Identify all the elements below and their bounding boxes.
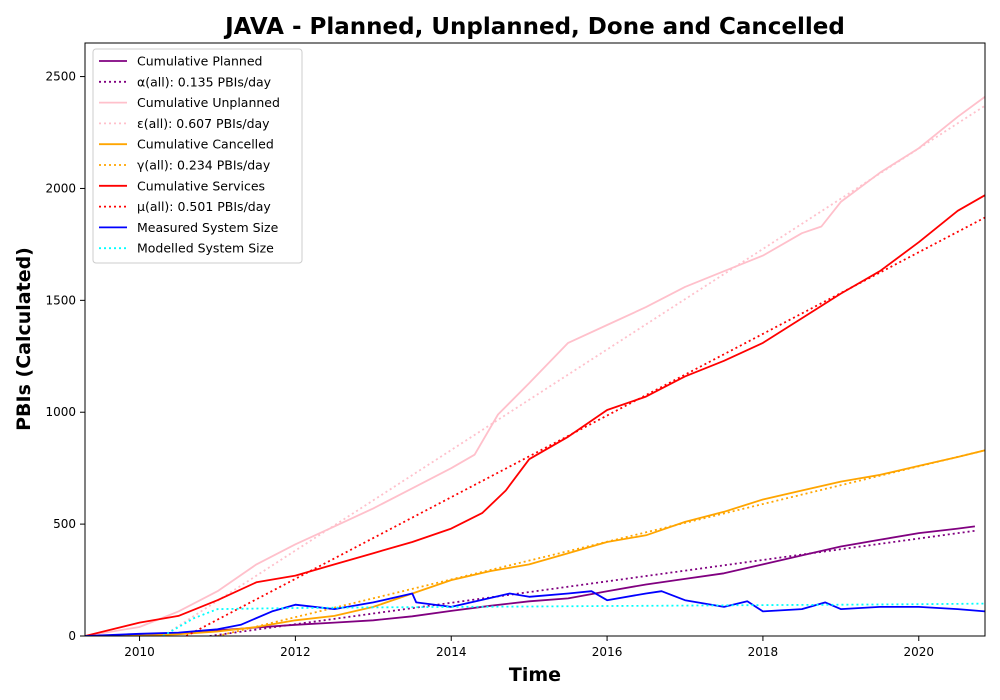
y-tick-label: 2500 bbox=[45, 70, 76, 84]
series-line-2 bbox=[85, 95, 985, 636]
x-tick-label: 2016 bbox=[592, 645, 623, 659]
chart-title: JAVA - Planned, Unplanned, Done and Canc… bbox=[223, 14, 845, 40]
legend: Cumulative Planned α(all): 0.135 PBIs/day… bbox=[92, 48, 303, 264]
y-tick-label: 0 bbox=[68, 629, 76, 643]
series-line-4 bbox=[85, 449, 985, 636]
series-line-8 bbox=[85, 590, 985, 636]
x-tick-label: 2012 bbox=[280, 645, 311, 659]
legend-label: α(all): 0.135 PBIs/day bbox=[137, 74, 272, 89]
legend-label: γ(all): 0.234 PBIs/day bbox=[137, 158, 271, 173]
legend-box bbox=[92, 48, 303, 264]
legend-label: Cumulative Unplanned bbox=[137, 95, 280, 110]
legend-label: Measured System Size bbox=[137, 220, 279, 235]
series-line-9 bbox=[162, 602, 985, 636]
legend-label: ε(all): 0.607 PBIs/day bbox=[137, 116, 270, 131]
x-axis-label: Time bbox=[509, 664, 561, 686]
series-layer bbox=[85, 95, 985, 636]
series-line-6 bbox=[85, 194, 985, 636]
x-tick-label: 2014 bbox=[436, 645, 467, 659]
y-tick-label: 1500 bbox=[45, 293, 76, 307]
series-line-5 bbox=[217, 449, 985, 636]
y-tick-label: 500 bbox=[53, 517, 76, 531]
x-tick-label: 2020 bbox=[903, 645, 934, 659]
plot-frame bbox=[84, 42, 986, 637]
legend-label: Cumulative Cancelled bbox=[137, 137, 274, 152]
y-tick-label: 1000 bbox=[45, 405, 76, 419]
y-tick-label: 2000 bbox=[45, 181, 76, 195]
legend-label: Modelled System Size bbox=[137, 241, 274, 256]
series-line-1 bbox=[209, 529, 976, 636]
legend-label: Cumulative Planned bbox=[137, 54, 262, 69]
series-line-7 bbox=[185, 216, 985, 636]
x-tick-label: 2010 bbox=[124, 645, 155, 659]
ticks-layer: 2010 2012 2014 2016 2018 2020 0 500 1000 1500 2000… bbox=[45, 70, 934, 659]
y-axis-label: PBIs (Calculated) bbox=[13, 247, 35, 431]
series-line-3 bbox=[162, 104, 985, 636]
x-tick-label: 2018 bbox=[748, 645, 779, 659]
legend-label: μ(all): 0.501 PBIs/day bbox=[137, 199, 271, 214]
legend-label: Cumulative Services bbox=[137, 178, 265, 193]
